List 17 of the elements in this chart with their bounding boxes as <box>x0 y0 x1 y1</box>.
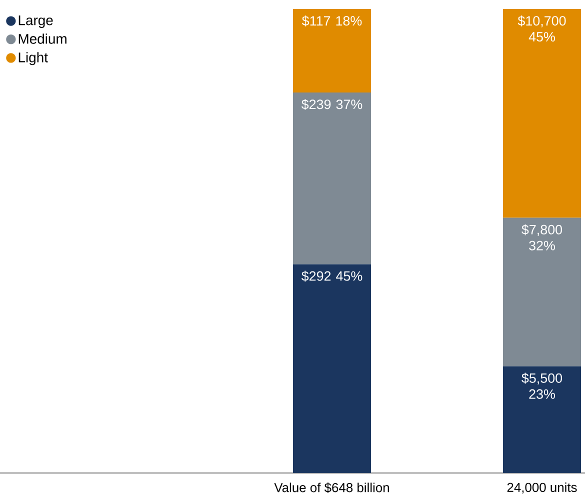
bar <box>503 366 582 473</box>
data-label: $10,700 45% <box>518 16 566 42</box>
x-tick-label: 24,000 units <box>507 482 577 494</box>
legend-label: Large <box>18 16 53 28</box>
bar <box>503 218 582 366</box>
data-label: $292 45% <box>301 270 362 282</box>
legend-label: Light <box>18 52 48 66</box>
bar <box>293 264 372 473</box>
bar <box>293 8 372 93</box>
data-label: $117 18% <box>302 16 362 26</box>
bar <box>293 92 372 264</box>
data-label: $7,800 32% <box>522 224 562 250</box>
data-label: $239 37% <box>301 99 362 110</box>
data-label: $5,500 23% <box>522 372 562 399</box>
x-tick-label: Value of $648 billion <box>274 482 389 493</box>
bar <box>503 8 582 218</box>
legend-label: Medium <box>18 34 66 44</box>
